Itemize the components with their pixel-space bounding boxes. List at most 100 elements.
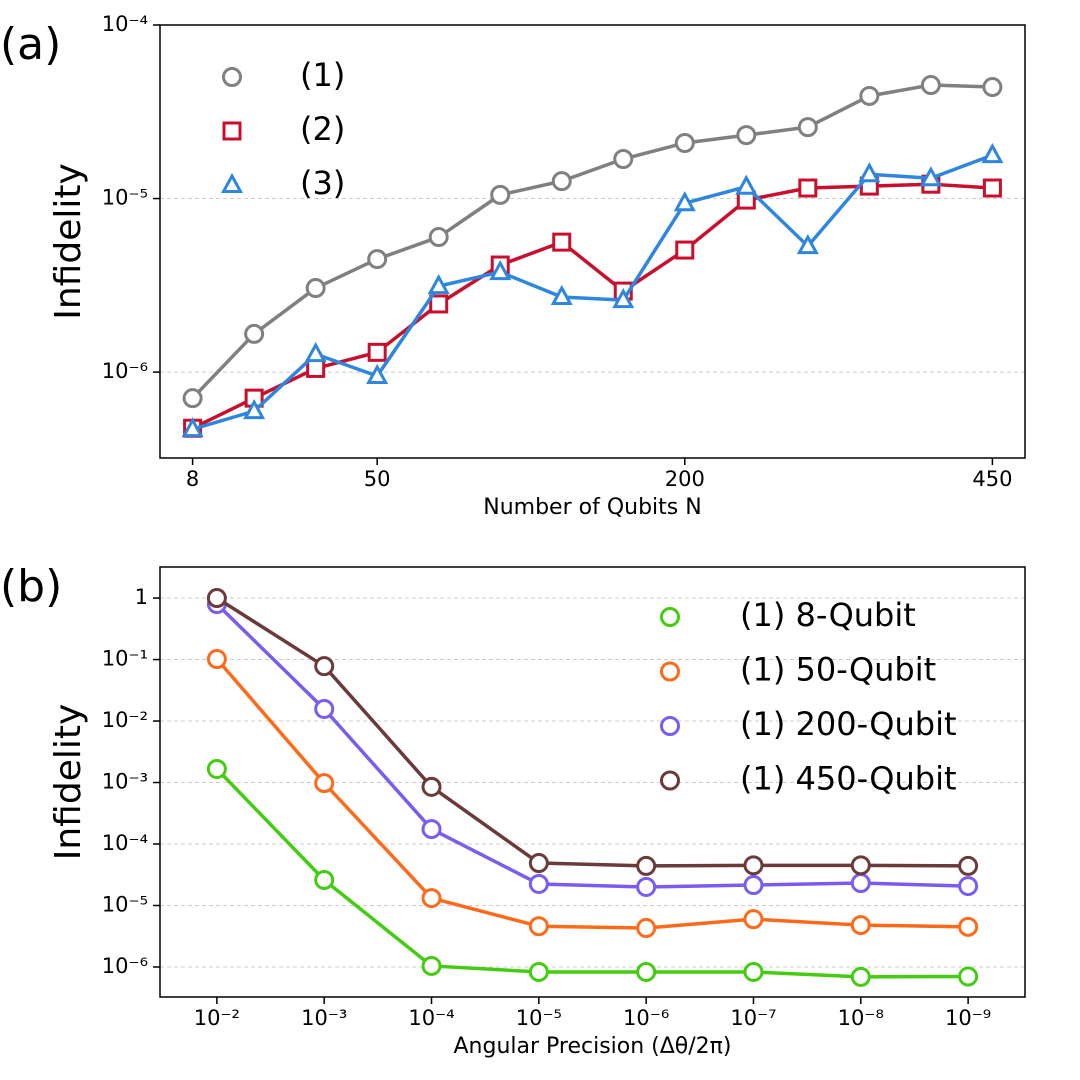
marker [797,117,818,138]
marker [421,776,442,797]
legend-label: (1) 200-Qubit [740,705,957,743]
x-axis-label: Number of Qubits N [483,495,701,520]
marker [304,341,327,363]
marker [958,855,979,876]
marker [551,171,572,192]
series-line [191,83,993,400]
marker [222,121,242,141]
marker [858,162,881,183]
marker [421,888,442,909]
x-tick-label: 200 [665,467,705,491]
x-tick-label: 450 [972,467,1012,491]
marker [428,227,449,248]
y-tick-label: 10⁻² [102,708,148,732]
legend-label: (1) 50-Qubit [740,651,936,689]
marker [735,174,758,195]
y-tick-label: 10⁻⁴ [102,831,148,855]
x-tick-label: 10⁻² [194,1006,240,1030]
y-axis-label: Infidelity [48,163,89,320]
marker [743,875,764,896]
marker [421,955,442,976]
x-tick-label: 10⁻³ [301,1006,347,1030]
y-axis-label: Infidelity [48,704,89,861]
marker [427,273,450,295]
marker [222,67,242,87]
marker [314,869,335,890]
marker [675,240,695,260]
marker [421,819,442,840]
x-tick-label: 10⁻⁶ [623,1006,669,1030]
marker [314,773,335,794]
y-tick-label: 10⁻⁵ [102,186,148,210]
plot-frame [159,566,1026,998]
marker [366,363,389,384]
marker [850,915,871,936]
marker [850,966,871,987]
marker [206,588,227,609]
marker [660,770,680,791]
plot-frame [159,24,1026,459]
marker [958,966,979,987]
y-tick-label: 1 [135,585,148,609]
marker [243,399,266,420]
legend-label: (2) [300,110,345,148]
marker [796,234,819,255]
marker [743,961,764,982]
marker [552,232,572,252]
marker [528,853,549,874]
series-line [215,657,969,930]
marker [919,166,942,187]
y-tick-label: 10⁻⁶ [102,359,148,383]
marker [673,191,696,212]
y-tick-label: 10⁻⁶ [102,954,148,978]
x-tick-label: 10⁻⁸ [838,1006,884,1030]
marker [660,607,680,627]
x-tick-label: 10⁻⁷ [730,1006,776,1030]
legend-label: (1) 8-Qubit [740,596,916,634]
marker [636,855,657,876]
marker [489,259,512,281]
y-tick-label: 10⁻⁵ [102,892,148,916]
marker [859,85,880,106]
marker [958,876,979,897]
marker [920,75,941,96]
marker [206,758,227,779]
panel-label: (a) [0,19,61,70]
marker [220,172,244,193]
panel-label: (b) [0,561,62,612]
marker [429,294,449,314]
marker [982,77,1003,98]
x-tick-label: 50 [364,467,391,491]
marker [958,916,979,937]
marker [660,716,680,736]
series-line [215,602,969,889]
marker [305,278,326,299]
marker [490,184,511,205]
series-line [191,182,993,430]
marker [660,661,680,682]
legend-label: (1) 450-Qubit [740,760,957,798]
marker [674,132,695,153]
series-line [215,596,969,868]
legend-label: (3) [300,164,345,202]
series-line [215,767,969,979]
marker [798,178,818,198]
y-tick-label: 10⁻⁴ [102,12,148,36]
marker [182,388,203,409]
marker [850,855,871,876]
marker [206,649,227,670]
x-tick-label: 10⁻⁵ [516,1006,562,1030]
x-tick-label: 10⁻⁹ [945,1006,991,1030]
marker [850,873,871,894]
marker [550,284,573,305]
marker [982,178,1002,198]
marker [736,125,757,146]
y-tick-label: 10⁻³ [102,770,148,794]
y-tick-label: 10⁻¹ [102,647,148,671]
marker [528,916,549,937]
marker [636,961,657,982]
marker [743,909,764,930]
marker [636,876,657,897]
marker [314,656,335,677]
